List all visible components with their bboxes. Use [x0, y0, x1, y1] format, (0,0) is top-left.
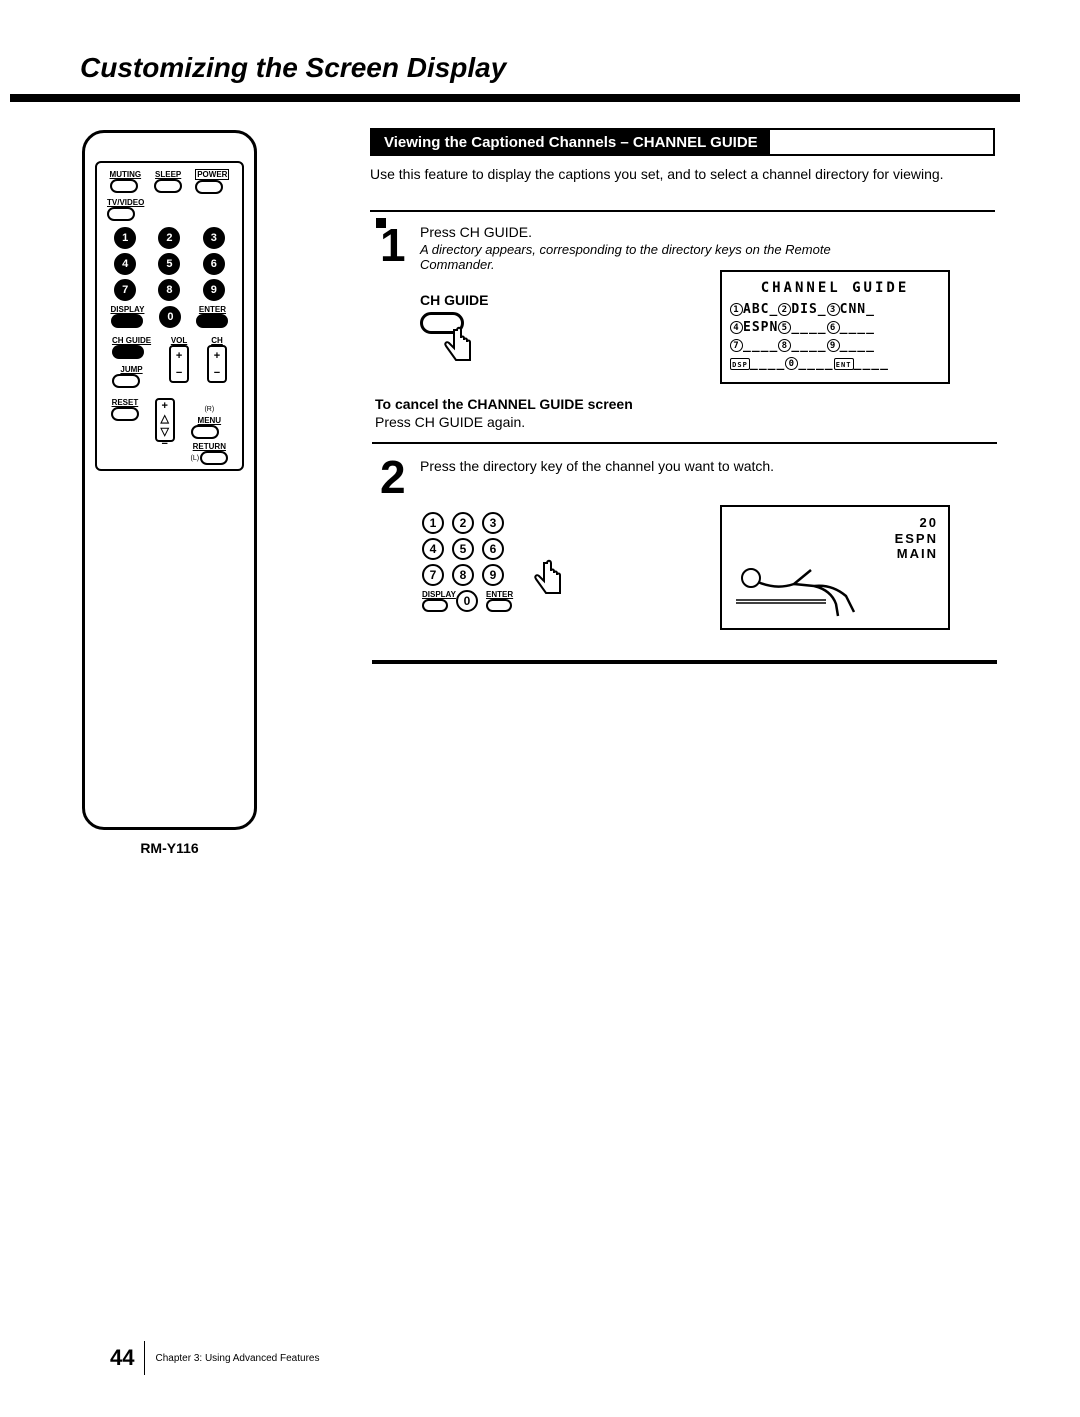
keypad-display-label: DISPLAY — [422, 590, 448, 599]
step2-rule — [372, 442, 997, 444]
section-header-text: Viewing the Captioned Channels – CHANNEL… — [372, 130, 770, 154]
num-6: 6 — [203, 253, 225, 275]
cancel-text: Press CH GUIDE again. — [375, 414, 525, 430]
remote-diagram: MUTING SLEEP POWER TV/VIDEO 123 456 789 … — [82, 130, 257, 856]
key-8: 8 — [452, 564, 474, 586]
key-2: 2 — [452, 512, 474, 534]
num-0: 0 — [159, 306, 181, 328]
power-button — [195, 180, 223, 194]
power-label: POWER — [195, 169, 229, 180]
result-channel-num: 20 — [895, 515, 938, 531]
title-rule — [10, 94, 1020, 102]
reset-button — [111, 407, 139, 421]
keypad-enter-label: ENTER — [486, 590, 512, 599]
display-label: DISPLAY — [111, 305, 145, 314]
step1-note: A directory appears, corresponding to th… — [420, 242, 900, 272]
key-6: 6 — [482, 538, 504, 560]
muting-label: MUTING — [110, 170, 142, 179]
chguide-button — [112, 345, 144, 359]
key-7: 7 — [422, 564, 444, 586]
end-rule — [372, 660, 997, 664]
channel-guide-row-3: 7____8____9____ — [730, 338, 940, 353]
page-footer: 44 Chapter 3: Using Advanced Features — [110, 1341, 319, 1375]
enter-label: ENTER — [196, 305, 228, 314]
jump-label: JUMP — [112, 365, 151, 374]
num-3: 3 — [203, 227, 225, 249]
vol-label: VOL — [169, 336, 189, 345]
num-4: 4 — [114, 253, 136, 275]
hand-pointer-icon — [440, 325, 480, 370]
keypad-enter-button — [486, 599, 512, 612]
reset-label: RESET — [111, 398, 139, 407]
return-label: RETURN — [191, 442, 229, 451]
channel-guide-row-4: DSP____0____ENT____ — [730, 356, 940, 371]
section-header: Viewing the Captioned Channels – CHANNEL… — [370, 128, 995, 156]
channel-result-display: 20 ESPN MAIN — [720, 505, 950, 630]
keypad-diagram: 123 456 789 DISPLAY 0 ENTER — [422, 512, 512, 616]
num-8: 8 — [158, 279, 180, 301]
enter-button — [196, 314, 228, 328]
result-channel-name: ESPN — [895, 531, 938, 547]
channel-guide-row-1: 1ABC_2DIS_3CNN_ — [730, 302, 940, 317]
page-title: Customizing the Screen Display — [80, 52, 506, 84]
cancel-heading: To cancel the CHANNEL GUIDE screen — [375, 396, 633, 412]
vol-rocker: +− — [169, 345, 189, 383]
channel-guide-display: CHANNEL GUIDE 1ABC_2DIS_3CNN_ 4ESPN5____… — [720, 270, 950, 384]
display-button — [111, 314, 143, 328]
key-0: 0 — [456, 590, 478, 612]
remote-model-label: RM-Y116 — [82, 840, 257, 856]
sleep-button — [154, 179, 182, 193]
step2-instruction: Press the directory key of the channel y… — [420, 458, 920, 474]
key-1: 1 — [422, 512, 444, 534]
hand-pointer-icon-2 — [530, 558, 570, 603]
key-3: 3 — [482, 512, 504, 534]
ch-rocker: +− — [207, 345, 227, 383]
chguide-button-label: CH GUIDE — [420, 292, 488, 308]
intro-text: Use this feature to display the captions… — [370, 165, 995, 185]
result-mode: MAIN — [895, 546, 938, 562]
footer-divider — [144, 1341, 145, 1375]
num-1: 1 — [114, 227, 136, 249]
keypad-display-button — [422, 599, 448, 612]
page-number: 44 — [110, 1345, 134, 1371]
reclining-figure-icon — [736, 548, 871, 618]
return-button — [200, 451, 228, 465]
num-5: 5 — [158, 253, 180, 275]
step1-number: 1 — [380, 218, 406, 272]
num-2: 2 — [158, 227, 180, 249]
arrow-rocker: +△▽− — [155, 398, 175, 442]
num-7: 7 — [114, 279, 136, 301]
num-9: 9 — [203, 279, 225, 301]
channel-guide-row-2: 4ESPN5____6____ — [730, 320, 940, 335]
step1-text: Press CH GUIDE. A directory appears, cor… — [420, 224, 900, 272]
ch-label: CH — [207, 336, 227, 345]
muting-button — [110, 179, 138, 193]
channel-guide-title: CHANNEL GUIDE — [730, 280, 940, 296]
key-9: 9 — [482, 564, 504, 586]
menu-button — [191, 425, 219, 439]
step1-rule — [370, 210, 995, 212]
step1-instruction: Press CH GUIDE. — [420, 224, 532, 240]
chguide-label: CH GUIDE — [112, 336, 151, 345]
tvvideo-label: TV/VIDEO — [107, 198, 236, 207]
tvvideo-button — [107, 207, 135, 221]
step2-number: 2 — [380, 450, 406, 504]
sleep-label: SLEEP — [154, 170, 182, 179]
chapter-label: Chapter 3: Using Advanced Features — [155, 1353, 319, 1364]
jump-button — [112, 374, 140, 388]
key-4: 4 — [422, 538, 444, 560]
menu-label: MENU — [191, 416, 229, 425]
key-5: 5 — [452, 538, 474, 560]
